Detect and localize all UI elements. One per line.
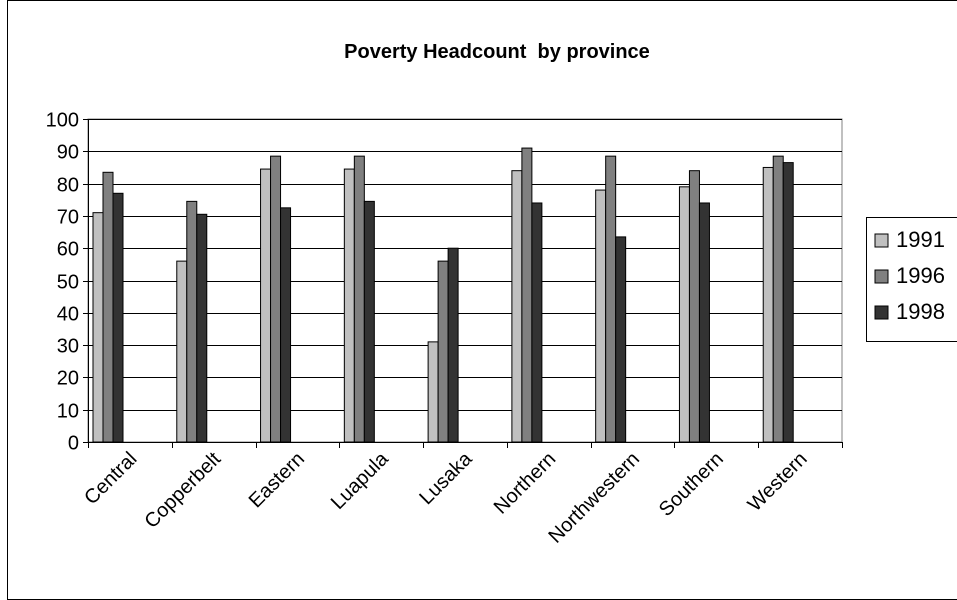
- legend: 1991 1996 1998: [867, 218, 957, 342]
- x-tick-label: Northern: [490, 448, 561, 519]
- x-tick-label: Central: [80, 448, 141, 509]
- bar-1998-northern: [532, 203, 542, 442]
- x-tick-label: Lusaka: [415, 447, 477, 509]
- y-tick-label: 60: [57, 239, 79, 261]
- bar-1998-copperbelt: [197, 214, 207, 442]
- legend-swatch-1998: [875, 306, 888, 319]
- bar-1991-luapula: [344, 169, 354, 442]
- chart-title: Poverty Headcount by province: [344, 41, 650, 63]
- bar-1991-southern: [679, 187, 689, 442]
- y-tick-label: 0: [68, 433, 79, 455]
- bar-1998-eastern: [281, 208, 291, 442]
- y-axis: 0 10 20 30 40 50 60 70 80 90 100: [46, 110, 88, 455]
- bar-1991-central: [93, 213, 103, 442]
- bar-1996-lusaka: [438, 261, 448, 442]
- bar-1998-central: [113, 193, 123, 442]
- legend-swatch-1996: [875, 270, 888, 283]
- bar-1996-northern: [522, 148, 532, 442]
- bar-1998-luapula: [364, 201, 374, 442]
- y-tick-label: 80: [57, 175, 79, 197]
- bar-1996-southern: [689, 171, 699, 442]
- y-tick-label: 50: [57, 272, 79, 294]
- y-tick-label: 70: [57, 207, 79, 229]
- bar-1998-lusaka: [448, 248, 458, 442]
- bar-1991-northern: [512, 171, 522, 442]
- bar-1996-western: [773, 156, 783, 442]
- x-tick-label: Copperbelt: [140, 448, 225, 533]
- bar-1998-southern: [699, 203, 709, 442]
- bars: [93, 148, 793, 442]
- y-tick-label: 40: [57, 304, 79, 326]
- y-tick-label: 100: [46, 110, 79, 132]
- bar-1991-lusaka: [428, 342, 438, 442]
- legend-swatch-1991: [875, 234, 888, 247]
- y-tick-label: 10: [57, 401, 79, 423]
- x-tick-label: Western: [744, 448, 812, 516]
- bar-1991-eastern: [261, 169, 271, 442]
- bar-1991-western: [763, 167, 773, 442]
- y-tick-label: 90: [57, 142, 79, 164]
- legend-label-1991: 1991: [896, 227, 945, 252]
- x-tick-label: Luapula: [327, 447, 394, 514]
- x-tick-label: Eastern: [245, 448, 309, 512]
- y-tick-label: 30: [57, 336, 79, 358]
- bar-1996-northwestern: [606, 156, 616, 442]
- bar-1996-eastern: [271, 156, 281, 442]
- x-tick-label: Southern: [655, 448, 728, 521]
- y-tick-label: 20: [57, 368, 79, 390]
- bar-1996-copperbelt: [187, 201, 197, 442]
- bar-1991-northwestern: [596, 190, 606, 442]
- legend-label-1996: 1996: [896, 263, 945, 288]
- bar-1996-luapula: [354, 156, 364, 442]
- legend-label-1998: 1998: [896, 299, 945, 324]
- bar-1998-northwestern: [616, 237, 626, 442]
- bar-1998-western: [783, 163, 793, 442]
- bar-1996-central: [103, 172, 113, 442]
- bar-1991-copperbelt: [177, 261, 187, 442]
